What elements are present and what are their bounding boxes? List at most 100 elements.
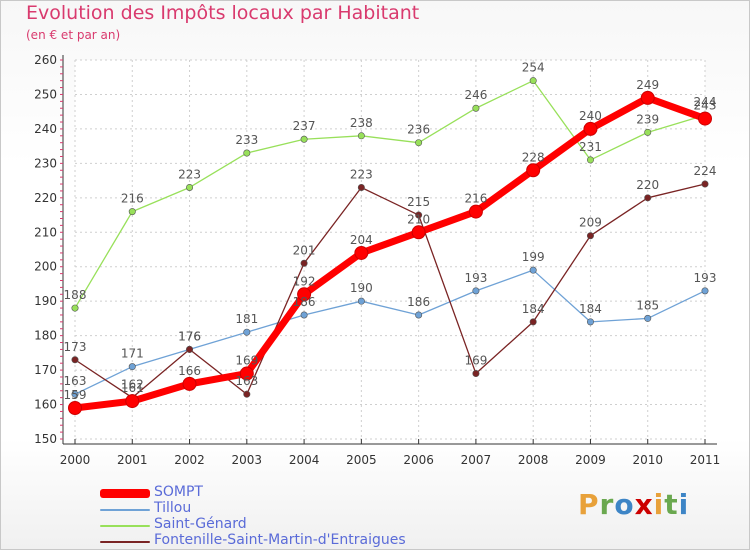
legend-swatch <box>100 541 150 543</box>
data-label: 228 <box>522 150 545 164</box>
data-point <box>243 149 251 157</box>
data-label: 193 <box>694 271 717 285</box>
data-label: 244 <box>694 95 717 109</box>
data-point <box>644 314 652 322</box>
data-point <box>186 183 194 191</box>
data-label: 231 <box>579 140 602 154</box>
data-label: 192 <box>293 274 316 288</box>
logo-letter: t <box>664 488 679 521</box>
data-point <box>186 345 194 353</box>
data-point <box>357 132 365 140</box>
data-point <box>71 390 79 398</box>
y-tick-label: 160 <box>34 398 57 412</box>
legend-swatch <box>100 489 150 498</box>
data-label: 159 <box>64 388 87 402</box>
data-label: 233 <box>235 133 258 147</box>
data-point <box>583 121 598 136</box>
data-point <box>71 356 79 364</box>
data-label: 223 <box>350 167 373 181</box>
data-point <box>300 311 308 319</box>
data-point <box>472 104 480 112</box>
data-point <box>128 208 136 216</box>
data-label: 236 <box>407 123 430 137</box>
data-point <box>644 128 652 136</box>
data-label: 216 <box>121 192 144 206</box>
logo-letter: r <box>599 488 615 521</box>
data-label: 220 <box>636 178 659 192</box>
data-point <box>357 183 365 191</box>
data-point <box>701 180 709 188</box>
data-label: 163 <box>64 374 87 388</box>
logo-letter: P <box>578 488 600 521</box>
data-label: 169 <box>464 354 487 368</box>
logo-letter: i <box>678 488 690 521</box>
data-point <box>644 194 652 202</box>
data-label: 240 <box>579 109 602 123</box>
logo-letter: x <box>634 488 654 521</box>
data-label: 224 <box>694 164 717 178</box>
data-label: 169 <box>235 354 258 368</box>
data-label: 176 <box>178 329 201 343</box>
data-point <box>529 266 537 274</box>
legend-label: Fontenille-Saint-Martin-d'Entraigues <box>154 532 406 548</box>
data-point <box>529 77 537 85</box>
data-point <box>640 90 655 105</box>
data-point <box>125 394 140 409</box>
data-label: 163 <box>235 374 258 388</box>
data-point <box>468 204 483 219</box>
data-label: 215 <box>407 195 430 209</box>
chart-title: Evolution des Impôts locaux par Habitant <box>26 2 420 24</box>
data-point <box>243 390 251 398</box>
data-label: 181 <box>235 312 258 326</box>
x-tick-label: 2000 <box>60 453 91 467</box>
x-tick-label: 2006 <box>403 453 434 467</box>
data-point <box>411 225 426 240</box>
data-point <box>529 318 537 326</box>
data-point <box>701 287 709 295</box>
data-label: 204 <box>350 233 373 247</box>
data-point <box>71 304 79 312</box>
data-label: 199 <box>522 250 545 264</box>
data-label: 246 <box>464 88 487 102</box>
data-label: 185 <box>636 298 659 312</box>
legend-label: Tillou <box>154 500 192 516</box>
y-tick-label: 180 <box>34 329 57 343</box>
x-tick-label: 2002 <box>174 453 205 467</box>
data-point <box>526 163 541 178</box>
data-point <box>182 376 197 391</box>
y-tick-label: 220 <box>34 191 57 205</box>
data-point <box>472 287 480 295</box>
data-point <box>297 287 312 302</box>
data-label: 186 <box>407 295 430 309</box>
data-point <box>357 297 365 305</box>
y-tick-label: 240 <box>34 122 57 136</box>
x-tick-label: 2007 <box>461 453 492 467</box>
data-label: 238 <box>350 116 373 130</box>
data-label: 188 <box>64 288 87 302</box>
data-label: 166 <box>178 364 201 378</box>
data-label: 176 <box>178 329 201 343</box>
legend-label: SOMPT <box>154 484 203 500</box>
data-label: 249 <box>636 78 659 92</box>
data-point <box>239 366 254 381</box>
y-tick-label: 190 <box>34 294 57 308</box>
data-label: 184 <box>579 302 602 316</box>
series-line-3 <box>74 183 706 399</box>
x-tick-label: 2008 <box>518 453 549 467</box>
x-tick-label: 2003 <box>232 453 263 467</box>
y-tick-label: 150 <box>34 432 57 446</box>
proxiti-logo: Proxiti <box>578 488 689 521</box>
data-label: 161 <box>121 381 144 395</box>
legend-swatch <box>100 509 150 511</box>
data-point <box>586 318 594 326</box>
legend-swatch <box>100 525 150 527</box>
logo-letter: i <box>653 488 665 521</box>
y-tick-label: 170 <box>34 363 57 377</box>
data-point <box>68 400 82 415</box>
y-tick-label: 200 <box>34 260 57 274</box>
data-point <box>586 232 594 240</box>
series-line-0 <box>71 94 709 412</box>
data-point <box>354 245 369 260</box>
legend-label: Saint-Génard <box>154 516 247 532</box>
